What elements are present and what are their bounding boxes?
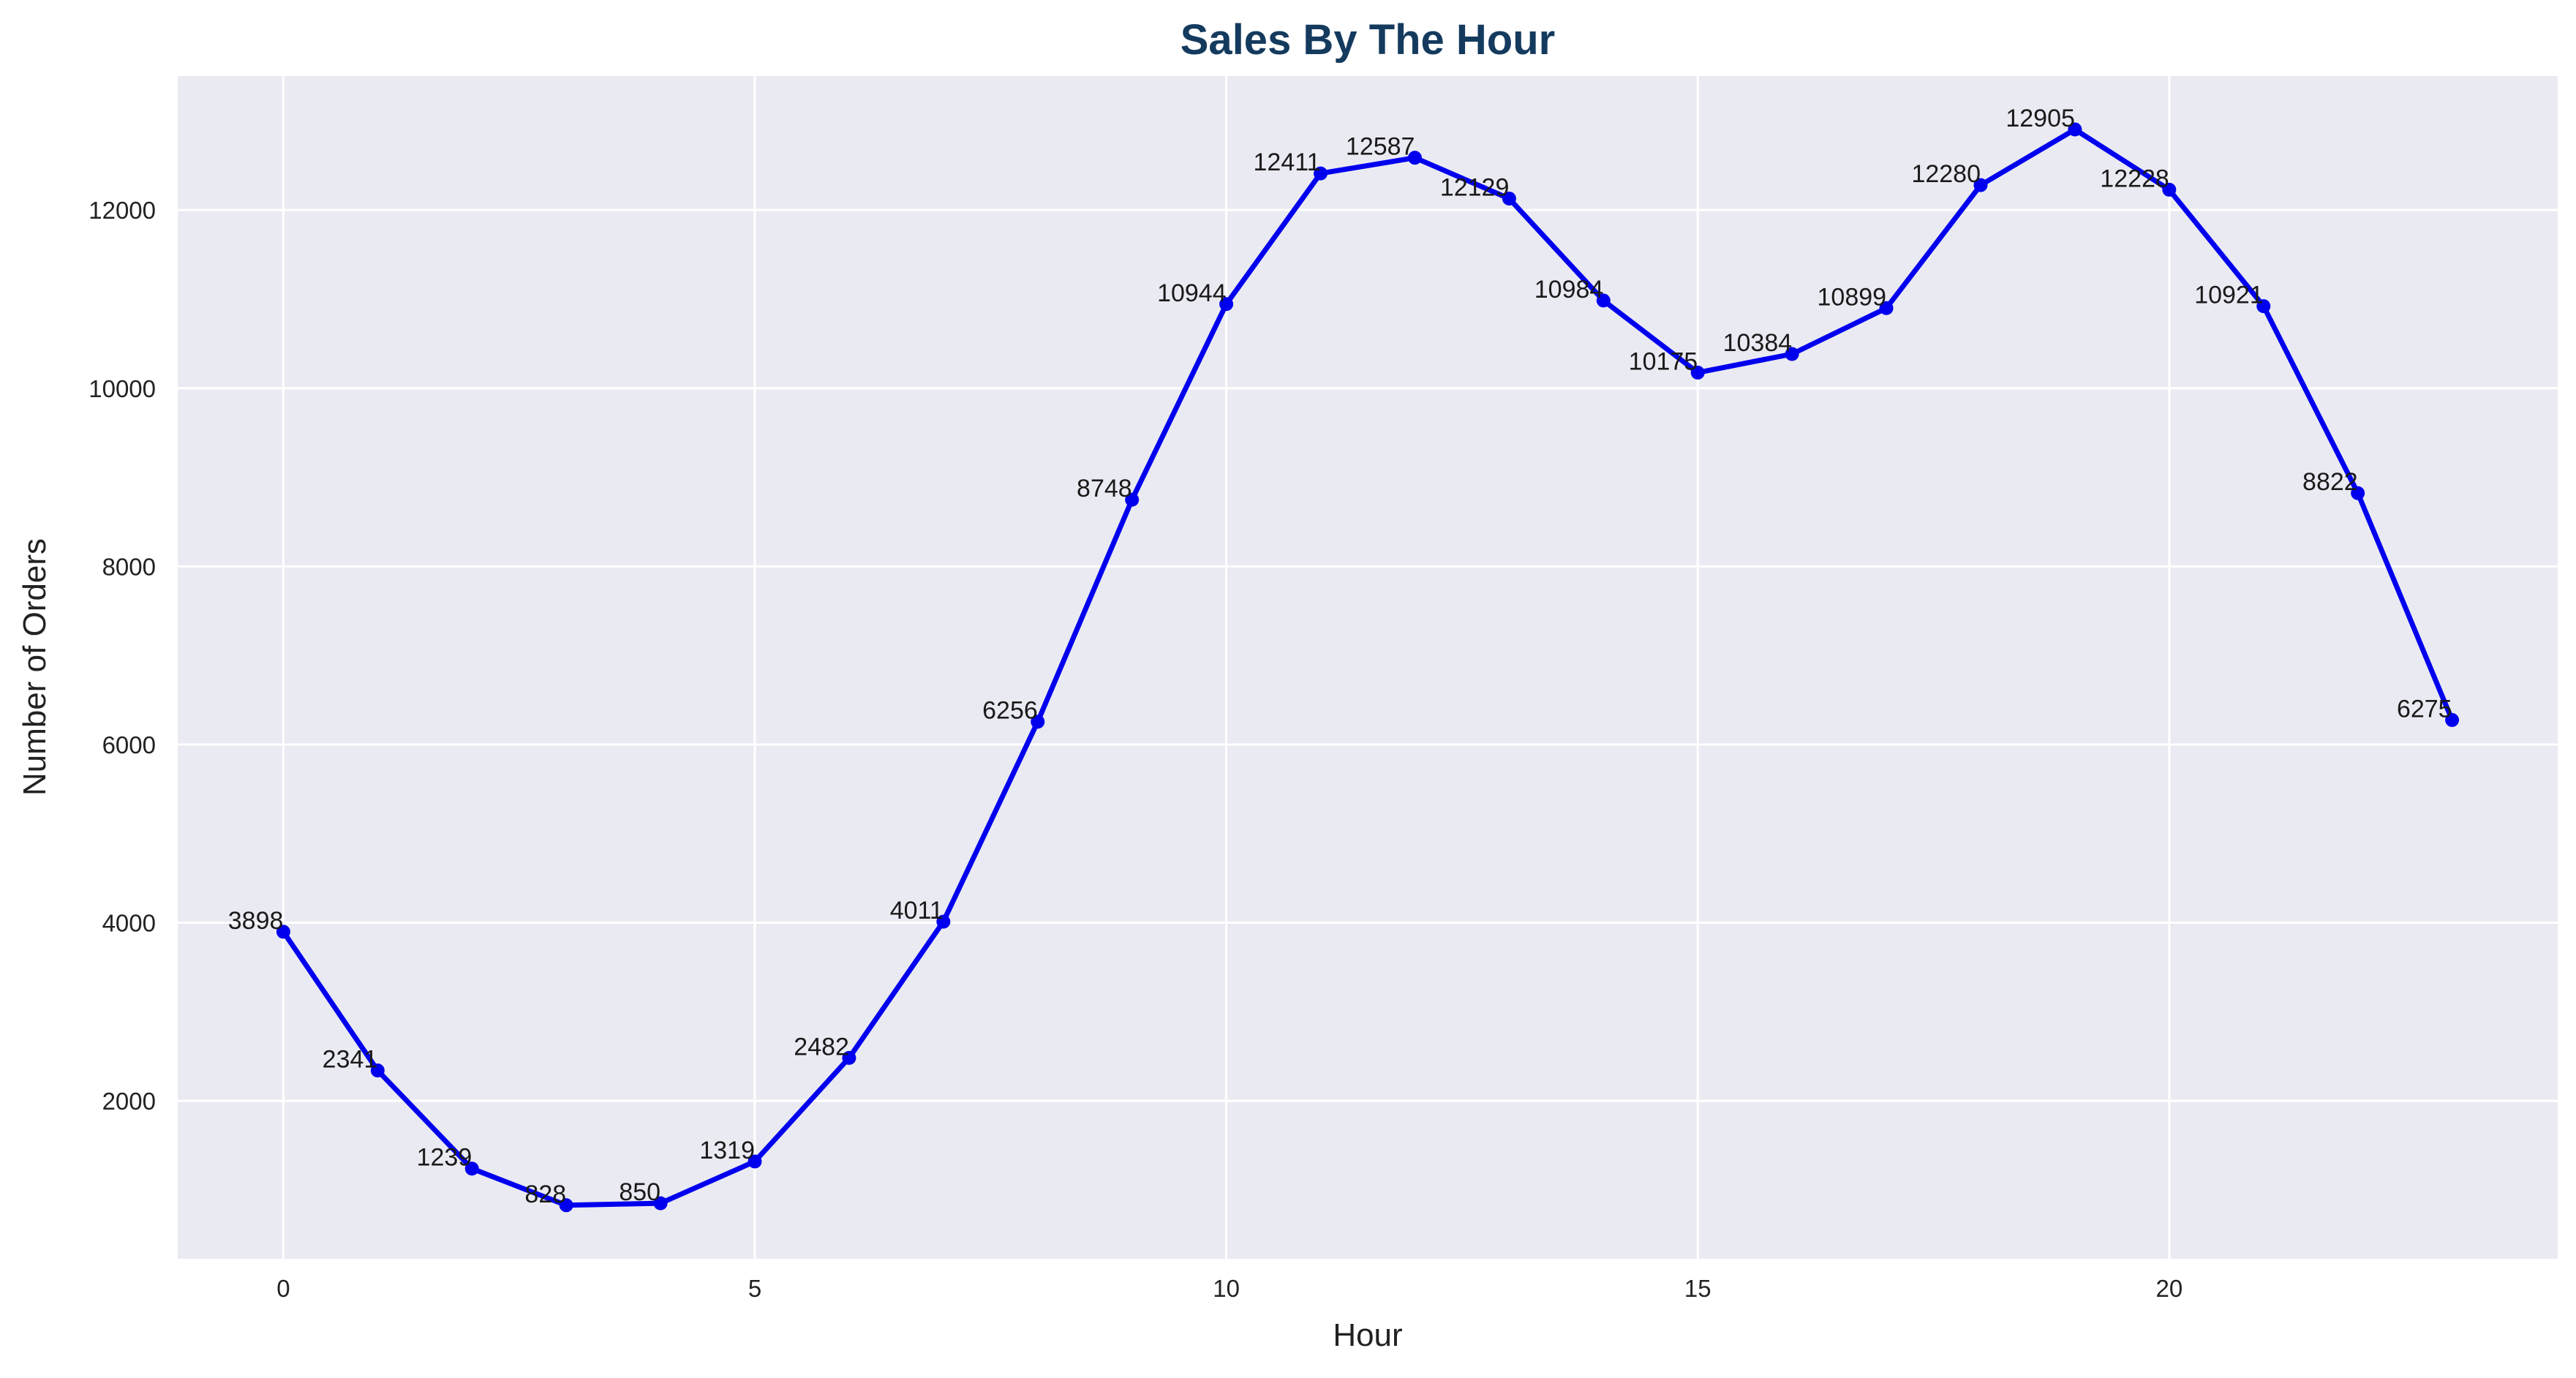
data-point [1125, 492, 1140, 507]
data-point [1407, 151, 1422, 165]
chart-title: Sales By The Hour [1180, 16, 1555, 64]
data-label: 10899 [1818, 283, 1887, 311]
data-label: 2341 [323, 1046, 378, 1074]
data-label: 12280 [1911, 160, 1981, 188]
data-point [370, 1063, 385, 1078]
x-tick-label: 10 [1213, 1275, 1240, 1302]
x-axis-label: Hour [1333, 1317, 1402, 1353]
y-tick-label: 10000 [88, 375, 156, 402]
data-point [1785, 347, 1799, 361]
data-point [2162, 182, 2177, 197]
data-label: 12228 [2100, 165, 2169, 192]
data-label: 8822 [2302, 468, 2358, 496]
y-axis-label: Number of Orders [17, 538, 53, 796]
data-point [653, 1196, 668, 1211]
data-label: 12587 [1346, 133, 1415, 161]
data-label: 1239 [417, 1144, 472, 1172]
data-label: 4011 [890, 897, 944, 925]
y-tick-label: 4000 [102, 909, 156, 936]
data-labels: 3898 2341 1239 828 850 1319 2482 4011 6256 8748 10… [228, 105, 2452, 1208]
data-point [1973, 178, 1988, 192]
x-tick-label: 20 [2155, 1275, 2183, 1302]
data-point [1502, 191, 1516, 206]
data-label: 6256 [982, 697, 1038, 725]
series-line [280, 127, 2455, 1208]
data-label: 10984 [1534, 276, 1604, 304]
data-point [1219, 297, 1234, 312]
data-point [2068, 122, 2082, 137]
data-label: 828 [524, 1181, 566, 1208]
data-point [936, 914, 951, 929]
data-point [2445, 712, 2460, 727]
data-label: 10384 [1723, 329, 1793, 357]
grid-lines [178, 76, 2558, 1259]
y-axis-ticks: 2000 4000 6000 8000 10000 12000 [88, 197, 156, 1115]
data-point [1031, 715, 1045, 729]
data-point [842, 1050, 856, 1065]
y-tick-label: 8000 [102, 553, 156, 580]
data-label: 8748 [1077, 475, 1132, 502]
data-label: 3898 [228, 907, 284, 935]
data-label: 6275 [2397, 695, 2452, 723]
data-point [1596, 293, 1611, 308]
plot-background [178, 76, 2558, 1259]
x-tick-label: 5 [748, 1275, 761, 1302]
x-tick-label: 15 [1684, 1275, 1711, 1302]
data-point [2351, 486, 2365, 500]
data-label: 10175 [1629, 347, 1698, 375]
data-label: 10921 [2194, 282, 2264, 309]
data-point [747, 1154, 762, 1169]
y-tick-label: 2000 [102, 1088, 156, 1115]
data-label: 12411 [1254, 148, 1321, 176]
data-point [276, 925, 290, 939]
y-tick-label: 6000 [102, 731, 156, 758]
data-label: 1319 [699, 1137, 755, 1164]
data-point [464, 1161, 479, 1176]
data-point [1879, 301, 1894, 315]
data-point [559, 1198, 573, 1213]
data-label: 2482 [794, 1033, 849, 1061]
data-point [2256, 299, 2271, 314]
data-label: 850 [619, 1178, 660, 1206]
series-layer [276, 122, 2460, 1213]
data-point [1690, 365, 1705, 380]
x-axis-ticks: 0 5 10 15 20 [276, 1275, 2183, 1302]
data-point [1314, 166, 1328, 181]
data-label: 12129 [1440, 173, 1510, 201]
x-tick-label: 0 [276, 1275, 290, 1302]
y-tick-label: 12000 [88, 197, 156, 224]
data-label: 12905 [2006, 105, 2075, 132]
data-label: 10944 [1157, 279, 1227, 307]
